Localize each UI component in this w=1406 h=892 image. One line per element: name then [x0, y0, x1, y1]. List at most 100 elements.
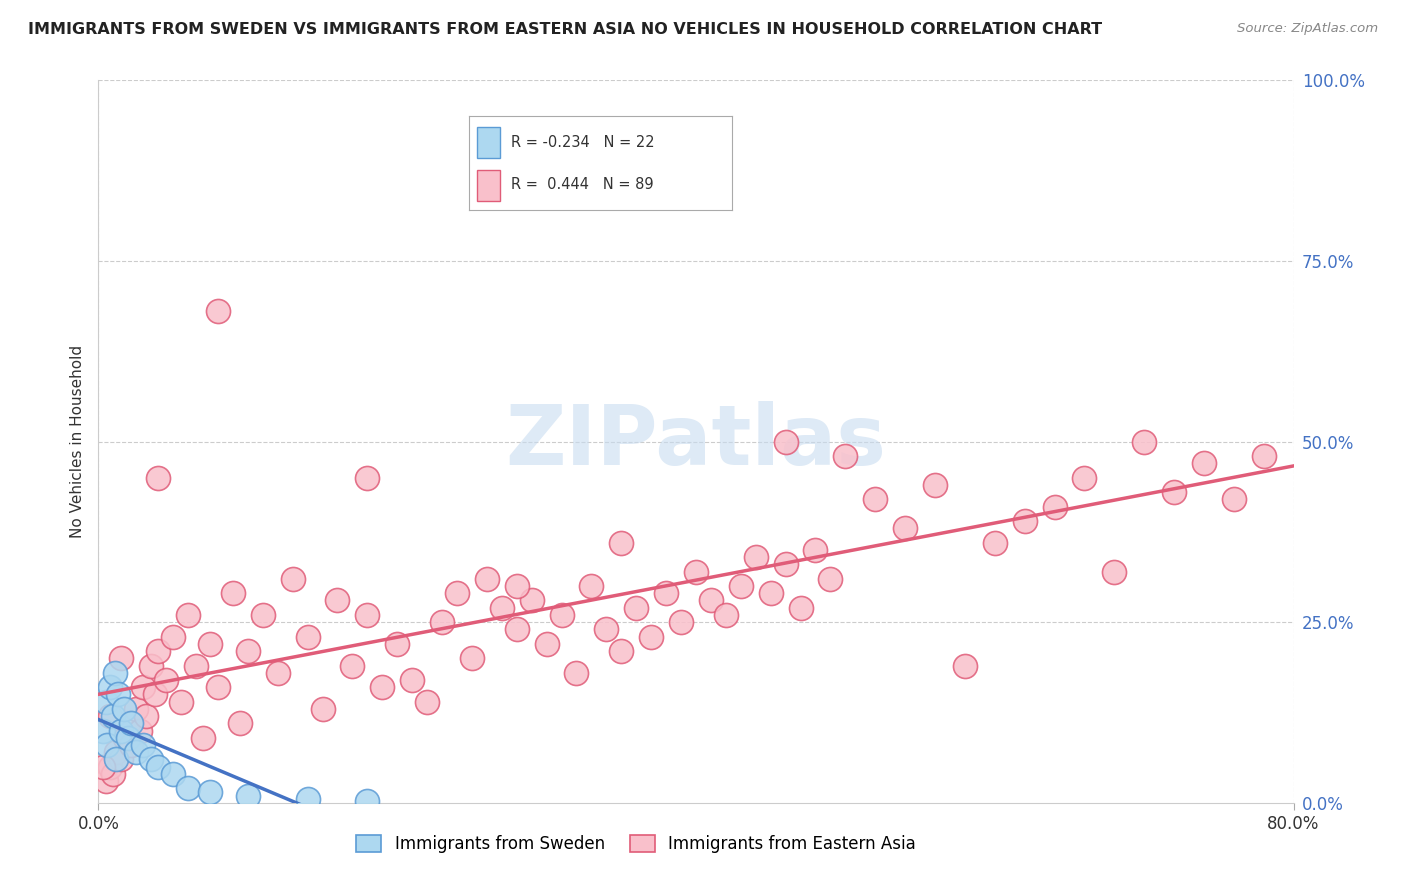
Point — [1163, 485, 1185, 500]
Point — [112, 702, 135, 716]
Point — [342, 658, 364, 673]
Point — [125, 745, 148, 759]
Point — [148, 760, 170, 774]
Point — [125, 702, 148, 716]
Point — [139, 658, 162, 673]
Point — [610, 535, 633, 549]
Point — [1133, 434, 1156, 449]
Point — [506, 579, 529, 593]
Point — [107, 687, 129, 701]
Point — [401, 673, 423, 687]
Point — [148, 644, 170, 658]
Point — [222, 586, 245, 600]
Point — [700, 593, 723, 607]
Point — [252, 607, 274, 622]
Point — [789, 600, 811, 615]
Point — [135, 709, 157, 723]
Point — [714, 607, 737, 622]
Point — [685, 565, 707, 579]
Point — [169, 695, 191, 709]
Point — [311, 702, 333, 716]
Point — [326, 593, 349, 607]
Point — [148, 471, 170, 485]
Point — [207, 680, 229, 694]
Point — [669, 615, 692, 630]
Point — [834, 449, 856, 463]
Point — [105, 752, 128, 766]
Point — [430, 615, 453, 630]
Point — [595, 623, 617, 637]
Point — [775, 558, 797, 572]
Point — [184, 658, 207, 673]
Point — [610, 644, 633, 658]
Point — [200, 785, 222, 799]
Point — [110, 752, 132, 766]
Point — [924, 478, 946, 492]
Point — [132, 680, 155, 694]
Point — [581, 579, 603, 593]
Point — [94, 695, 117, 709]
Point — [894, 521, 917, 535]
Point — [103, 709, 125, 723]
Point — [105, 745, 128, 759]
Legend: Immigrants from Sweden, Immigrants from Eastern Asia: Immigrants from Sweden, Immigrants from … — [350, 828, 922, 860]
Point — [804, 542, 827, 557]
Y-axis label: No Vehicles in Household: No Vehicles in Household — [69, 345, 84, 538]
Point — [117, 716, 139, 731]
Point — [110, 723, 132, 738]
Point — [461, 651, 484, 665]
Point — [117, 731, 139, 745]
Point — [1192, 456, 1215, 470]
Point — [536, 637, 558, 651]
Point — [177, 607, 200, 622]
Point — [91, 723, 114, 738]
Point — [297, 630, 319, 644]
Point — [120, 716, 142, 731]
Point — [297, 792, 319, 806]
Point — [865, 492, 887, 507]
Point — [96, 738, 118, 752]
Point — [267, 665, 290, 680]
Point — [626, 600, 648, 615]
Point — [155, 673, 177, 687]
Point — [1014, 514, 1036, 528]
Point — [1253, 449, 1275, 463]
Point — [491, 600, 513, 615]
Point — [132, 738, 155, 752]
Point — [356, 471, 378, 485]
Point — [1043, 500, 1066, 514]
Point — [820, 572, 842, 586]
Point — [385, 637, 409, 651]
Point — [520, 593, 543, 607]
Point — [207, 304, 229, 318]
Point — [229, 716, 252, 731]
Point — [1223, 492, 1246, 507]
Point — [356, 794, 378, 808]
Point — [759, 586, 782, 600]
Point — [236, 789, 259, 803]
Point — [775, 434, 797, 449]
Text: ZIPatlas: ZIPatlas — [506, 401, 886, 482]
Point — [191, 731, 214, 745]
Point — [98, 760, 122, 774]
Point — [162, 630, 184, 644]
Point — [91, 760, 114, 774]
Point — [416, 695, 439, 709]
Point — [745, 550, 768, 565]
Text: IMMIGRANTS FROM SWEDEN VS IMMIGRANTS FROM EASTERN ASIA NO VEHICLES IN HOUSEHOLD : IMMIGRANTS FROM SWEDEN VS IMMIGRANTS FRO… — [28, 22, 1102, 37]
Point — [984, 535, 1007, 549]
Point — [94, 774, 117, 789]
Point — [475, 572, 498, 586]
Point — [1104, 565, 1126, 579]
Point — [143, 687, 166, 701]
Point — [103, 767, 125, 781]
Point — [730, 579, 752, 593]
Point — [177, 781, 200, 796]
Text: Source: ZipAtlas.com: Source: ZipAtlas.com — [1237, 22, 1378, 36]
Point — [200, 637, 222, 651]
Point — [98, 709, 122, 723]
Point — [640, 630, 662, 644]
Point — [129, 723, 152, 738]
Point — [236, 644, 259, 658]
Point — [356, 607, 378, 622]
